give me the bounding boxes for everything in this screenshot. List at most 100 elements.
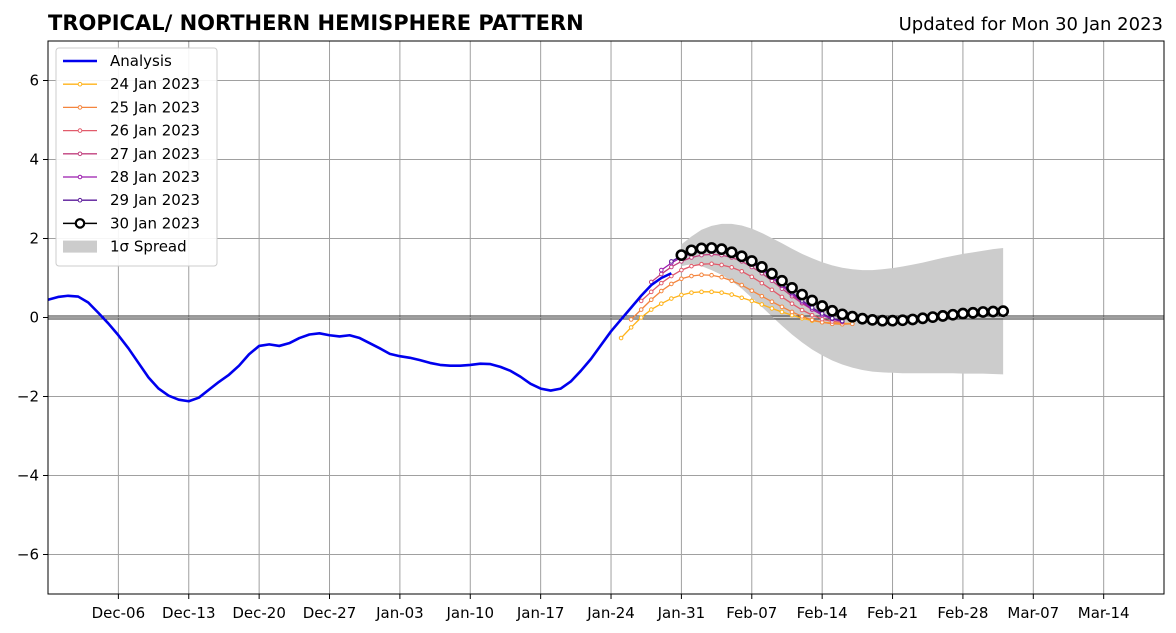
- current-forecast-point: [765, 267, 778, 280]
- legend-label: 29 Jan 2023: [110, 191, 200, 209]
- legend-item: 26 Jan 2023: [63, 122, 200, 140]
- forecast-point: [759, 293, 765, 299]
- forecast-point: [769, 299, 775, 305]
- forecast-point: [628, 317, 634, 322]
- chart-title: TROPICAL/ NORTHERN HEMISPHERE PATTERN: [48, 11, 584, 35]
- forecast-point: [638, 315, 644, 320]
- forecast-point: [769, 287, 775, 293]
- current-forecast-point: [946, 308, 959, 321]
- forecast-point: [689, 290, 694, 295]
- forecast-point: [729, 292, 734, 297]
- forecast-point: [759, 280, 765, 286]
- legend-handle: [63, 240, 97, 253]
- x-tick-label: Feb-14: [797, 604, 848, 622]
- current-forecast-point: [816, 300, 829, 312]
- current-forecast-point: [876, 314, 889, 327]
- forecast-point: [719, 262, 724, 268]
- forecast-point: [809, 312, 815, 318]
- legend-label: 26 Jan 2023: [110, 122, 200, 140]
- forecast-point: [679, 267, 684, 273]
- current-forecast-point: [715, 243, 728, 256]
- forecast-point: [739, 282, 745, 288]
- forecast-point: [699, 272, 704, 278]
- legend-item: 29 Jan 2023: [63, 191, 200, 209]
- forecast-point: [618, 335, 624, 341]
- x-tick-label: Feb-28: [937, 604, 988, 622]
- forecast-point: [739, 295, 745, 301]
- forecast-point: [628, 325, 634, 330]
- plot-frame: [47, 40, 1165, 595]
- zero-line: [48, 315, 1164, 320]
- x-tick-label: Jan-10: [445, 604, 494, 622]
- series: [47, 242, 1010, 403]
- current-forecast-point: [896, 314, 909, 327]
- legend-item: 28 Jan 2023: [63, 168, 200, 186]
- forecast-point: [799, 307, 805, 313]
- current-forecast-point: [675, 249, 688, 261]
- legend-item: 24 Jan 2023: [63, 75, 200, 93]
- forecast-series: [638, 261, 845, 325]
- legend: Analysis 24 Jan 2023 25 Jan 2023 26 Jan 202…: [55, 47, 218, 267]
- x-tick-label: Dec-13: [162, 604, 216, 622]
- current-forecast-point: [906, 313, 919, 326]
- current-forecast-point: [926, 311, 939, 324]
- current-forecast-point: [796, 288, 808, 301]
- legend-label: 1σ Spread: [110, 238, 187, 256]
- x-tick-label: Mar-07: [1007, 604, 1059, 622]
- y-tick-label: 4: [29, 151, 39, 169]
- current-forecast-point: [826, 304, 839, 317]
- forecast-point: [648, 289, 654, 295]
- forecast-point: [779, 309, 785, 315]
- y-tick-label: −2: [17, 388, 39, 406]
- forecast-point: [729, 265, 734, 270]
- current-forecast-point: [866, 313, 879, 326]
- y-tick-label: −6: [17, 546, 39, 564]
- current-forecast-point: [957, 307, 969, 320]
- x-tick-label: Jan-03: [375, 604, 424, 622]
- legend-marker: [77, 197, 83, 203]
- forecast-point: [749, 274, 755, 280]
- forecast-point: [789, 301, 795, 306]
- forecast-point: [759, 302, 765, 307]
- chart-subtitle: Updated for Mon 30 Jan 2023: [899, 14, 1163, 35]
- legend-item: Analysis: [63, 52, 172, 70]
- forecast-point: [679, 292, 684, 298]
- y-tick-label: −4: [17, 467, 39, 485]
- analysis-line: [47, 272, 672, 403]
- legend-label: 27 Jan 2023: [110, 145, 200, 163]
- forecast-point: [669, 296, 674, 301]
- current-forecast-point: [735, 250, 748, 263]
- forecast-point: [789, 309, 795, 315]
- forecast-point: [658, 280, 664, 286]
- forecast-point: [648, 307, 654, 312]
- forecast-point: [658, 288, 664, 294]
- legend-marker: [77, 174, 83, 180]
- legend-label: 24 Jan 2023: [110, 75, 200, 93]
- current-forecast-point: [916, 312, 929, 325]
- y-tick-label: 6: [29, 72, 39, 90]
- current-forecast-point: [987, 305, 999, 318]
- forecast-point: [829, 315, 835, 321]
- legend-marker: [77, 105, 83, 110]
- x-tick-label: Dec-06: [92, 604, 146, 622]
- current-forecast-point: [997, 305, 1010, 318]
- current-forecast-point: [685, 244, 698, 257]
- forecast-point: [749, 288, 755, 293]
- forecast-point: [819, 316, 825, 322]
- current-forecast-point: [856, 312, 869, 325]
- current-forecast-series: [675, 242, 1010, 327]
- forecast-point: [749, 298, 755, 304]
- forecast-point: [669, 259, 674, 264]
- legend-label: 25 Jan 2023: [110, 98, 200, 116]
- x-tick-label: Dec-27: [303, 604, 357, 622]
- forecast-point: [679, 276, 684, 282]
- legend-item: 27 Jan 2023: [63, 145, 200, 163]
- current-forecast-point: [836, 308, 849, 321]
- legend-item: 30 Jan 2023: [63, 214, 200, 232]
- forecast-point: [658, 267, 664, 273]
- legend-label: Analysis: [110, 52, 172, 70]
- current-forecast-point: [806, 294, 819, 307]
- current-forecast-point: [705, 242, 718, 254]
- forecast-point: [779, 304, 785, 310]
